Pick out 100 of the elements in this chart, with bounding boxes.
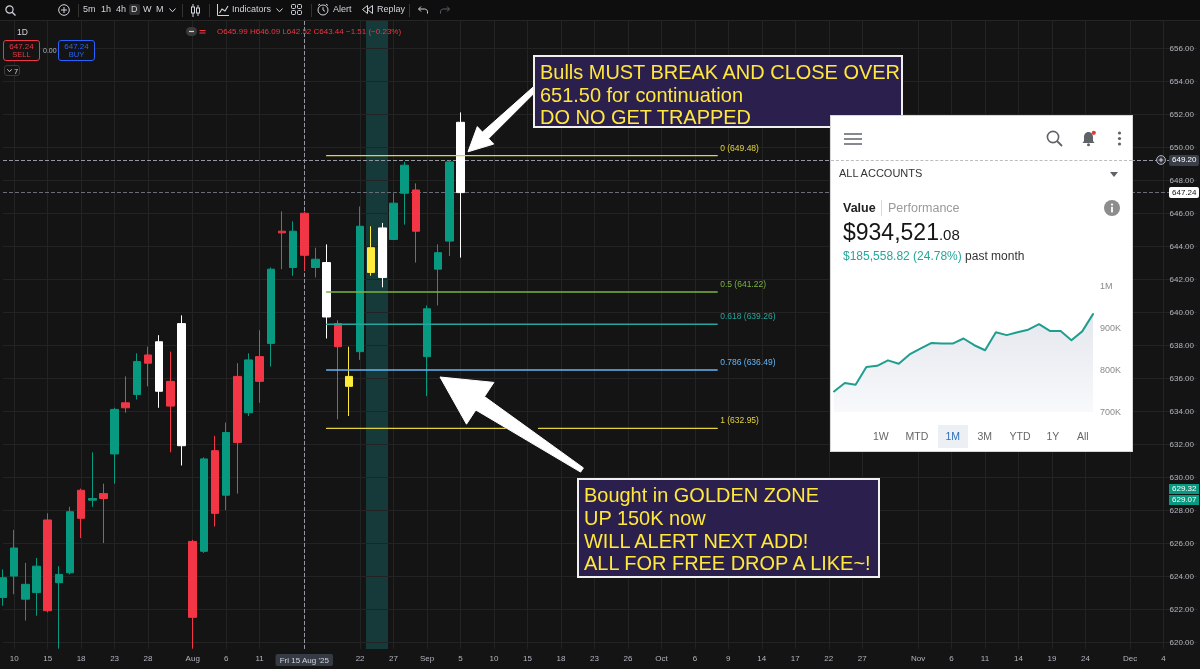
candlestick — [300, 211, 309, 271]
candlestick — [155, 334, 163, 409]
candlestick — [322, 243, 331, 339]
x-tick-label: Sep — [419, 653, 435, 663]
candlestick — [222, 422, 230, 511]
x-tick-label: 14 — [1014, 653, 1024, 663]
annotation: MTD — [905, 430, 929, 442]
y-tick-label: 646.00 — [1169, 208, 1195, 218]
series-label: 1 (632.95) — [720, 415, 760, 426]
candlestick — [456, 111, 465, 259]
x-tick-label: 14 — [757, 653, 767, 663]
x-tick-label: 24 — [1080, 653, 1091, 663]
chart-subtitle: $185,558.82 (24.78%) — [843, 249, 962, 263]
candlestick — [244, 352, 253, 417]
x-tick-label: Dec — [1122, 653, 1138, 663]
annotation: YTD — [1009, 430, 1031, 442]
candlestick — [445, 159, 454, 257]
x-tick-label: 22 — [824, 653, 834, 663]
y-tick-label: 634.00 — [1169, 406, 1195, 416]
candlestick — [88, 451, 97, 508]
x-tick-label: Fri 15 Aug '25 — [279, 655, 330, 665]
series-label: 0 (649.48) — [720, 142, 760, 153]
y-tick-label: 636.00 — [1169, 373, 1195, 383]
candlestick — [378, 222, 387, 288]
ref-line-label: 647.24 — [1169, 187, 1200, 199]
y-tick-label: 800K — [1100, 365, 1122, 375]
annotation: 1M — [937, 425, 969, 448]
x-tick-label: 15 — [43, 653, 53, 663]
annotation: 1D — [17, 27, 28, 37]
annotation: 647.24 — [8, 41, 35, 51]
y-tick-label: 650.00 — [1169, 142, 1195, 152]
y-tick-label: 632.00 — [1169, 439, 1195, 449]
x-tick-label: 6 — [949, 653, 955, 663]
annotation: 647.24 — [63, 41, 90, 51]
x-tick-label: Oct — [655, 653, 669, 663]
y-tick-label: 640.00 — [1169, 307, 1195, 317]
annotation: Performance — [888, 201, 960, 215]
text: W — [143, 4, 152, 14]
text: 5m — [83, 4, 96, 14]
y-tick-label: 638.00 — [1169, 340, 1195, 350]
y-tick-label: 622.00 — [1169, 604, 1195, 614]
series-label: 0.5 (641.22) — [720, 278, 767, 289]
x-tick-label: 26 — [623, 653, 633, 663]
candlestick — [267, 267, 275, 368]
y-tick-label: 900K — [1100, 323, 1122, 333]
candlestick — [356, 205, 364, 361]
x-tick-label: 9 — [726, 653, 732, 663]
candlestick — [110, 407, 119, 485]
annotation: All — [1077, 430, 1089, 442]
candlestick — [55, 565, 63, 650]
y-tick-label: 630.00 — [1169, 472, 1195, 482]
x-tick-label: 27 — [857, 653, 868, 663]
text: Indicators — [232, 4, 272, 14]
candlestick — [434, 243, 442, 306]
x-tick-label: 6 — [223, 653, 229, 663]
text: Replay — [377, 4, 406, 14]
y-tick-label: 1M — [1100, 281, 1113, 291]
x-tick-label: 10 — [489, 653, 499, 663]
annotation: 629.32 — [1169, 484, 1200, 494]
callout: Bought in GOLDEN ZONE UP 150K now WILL ALERT NEXT ADD! ALL FOR FREE DROP A LIKE~! — [577, 478, 880, 578]
candlestick — [211, 435, 219, 528]
text: 4h — [116, 4, 127, 14]
x-tick-label: 23 — [589, 653, 600, 663]
x-tick-label: 4 — [1161, 653, 1167, 663]
candlestick — [389, 192, 398, 240]
candlestick — [144, 346, 152, 387]
x-tick-label: 5 — [458, 653, 464, 663]
candlestick — [289, 220, 297, 277]
annotation: ALL ACCOUNTS — [839, 167, 923, 179]
y-tick-label: 656.00 — [1169, 43, 1195, 53]
callout: Bulls MUST BREAK AND CLOSE OVER 651.50 for continuation DO NO GET TRAPPED — [533, 55, 903, 128]
candlestick — [43, 512, 52, 613]
x-tick-label: 19 — [1047, 653, 1057, 663]
x-tick-label: 6 — [692, 653, 698, 663]
candlestick — [10, 529, 18, 595]
x-tick-label: Aug — [185, 653, 200, 663]
annotation: 629.07 — [1169, 494, 1200, 505]
candlestick — [177, 314, 186, 467]
annotation: O645.99 H646.09 L642.52 C643.44 −1.51 (−0.23%) — [217, 27, 402, 36]
candlestick — [77, 488, 85, 539]
candlestick — [423, 304, 431, 397]
annotation: 1Y — [1046, 430, 1060, 442]
y-tick-label: 648.00 — [1169, 175, 1195, 185]
y-tick-label: 700K — [1100, 407, 1122, 417]
x-tick-label: 18 — [76, 653, 87, 663]
x-tick-label: 15 — [523, 653, 533, 663]
x-tick-label: 23 — [110, 653, 120, 663]
candlestick — [32, 557, 41, 617]
candlestick — [99, 483, 108, 544]
annotation: 3M — [977, 430, 993, 442]
text: M — [156, 4, 164, 14]
candlestick — [166, 351, 175, 453]
candlestick — [21, 562, 30, 622]
x-tick-label: 27 — [389, 653, 399, 663]
candlestick — [133, 352, 141, 401]
x-tick-label: 18 — [556, 653, 566, 663]
y-tick-label: 654.00 — [1169, 76, 1195, 86]
text: Alert — [333, 4, 352, 14]
candlestick — [278, 210, 286, 270]
y-tick-label: 626.00 — [1169, 538, 1195, 548]
